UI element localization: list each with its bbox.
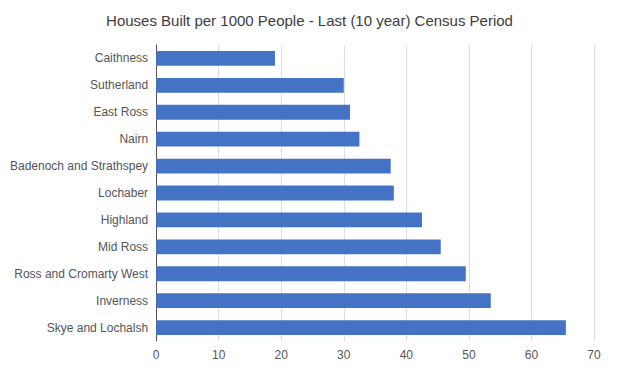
svg-text:Badenoch and Strathspey: Badenoch and Strathspey	[10, 159, 148, 173]
svg-text:30: 30	[337, 348, 351, 362]
svg-text:Caithness: Caithness	[95, 51, 148, 65]
svg-text:Sutherland: Sutherland	[90, 78, 148, 92]
svg-text:70: 70	[587, 348, 601, 362]
svg-text:40: 40	[400, 348, 414, 362]
svg-text:20: 20	[275, 348, 289, 362]
svg-text:East Ross: East Ross	[93, 105, 148, 119]
svg-text:Mid Ross: Mid Ross	[98, 240, 148, 254]
svg-text:60: 60	[525, 348, 539, 362]
svg-text:0: 0	[153, 348, 160, 362]
svg-text:Ross and Cromarty West: Ross and Cromarty West	[14, 267, 148, 281]
svg-text:Skye and Lochalsh: Skye and Lochalsh	[47, 321, 148, 335]
svg-text:10: 10	[212, 348, 226, 362]
svg-text:Lochaber: Lochaber	[98, 186, 148, 200]
svg-text:50: 50	[462, 348, 476, 362]
svg-text:Inverness: Inverness	[96, 294, 148, 308]
svg-text:Highland: Highland	[101, 213, 148, 227]
svg-text:Houses Built per 1000 People -: Houses Built per 1000 People - Last (10 …	[106, 12, 513, 29]
svg-text:Nairn: Nairn	[119, 132, 148, 146]
